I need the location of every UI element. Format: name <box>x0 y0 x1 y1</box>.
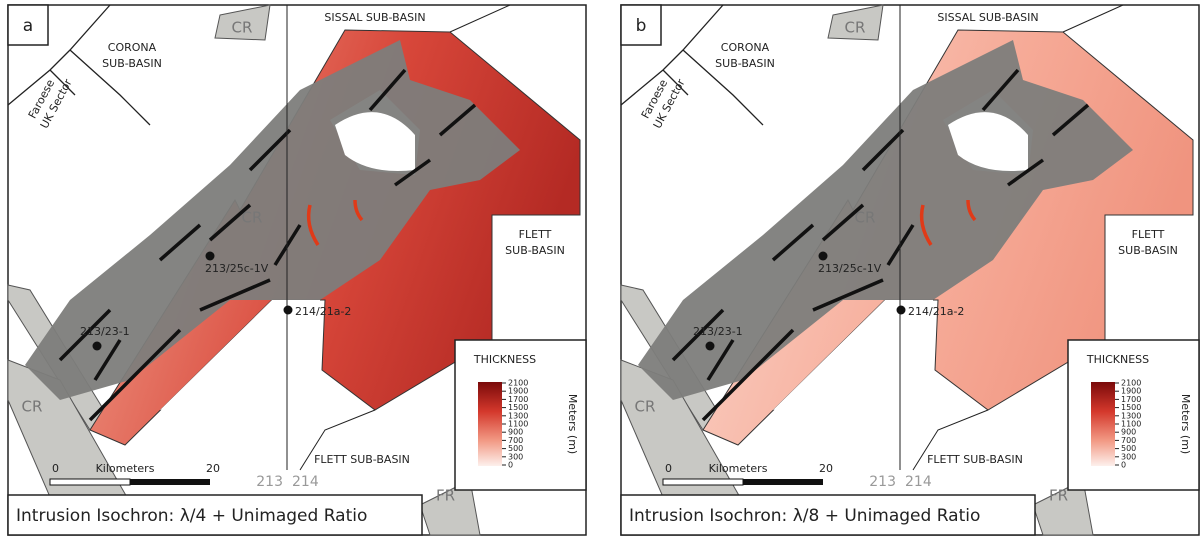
region-label: CORONA <box>721 41 770 54</box>
page: {"panels": [ {"letter": "a", "caption": … <box>0 0 1201 540</box>
well-label: 213/25c-1V <box>818 262 882 275</box>
region-label: SUB-BASIN <box>102 57 162 70</box>
region-label: FLETT <box>1132 228 1165 241</box>
scale-label: 0 <box>52 462 59 475</box>
legend-tick-label: 0 <box>1121 461 1126 470</box>
panel-letter: b <box>636 16 647 36</box>
fr-label: FR <box>436 487 455 505</box>
scale-label: Kilometers <box>709 462 768 475</box>
well <box>897 306 906 315</box>
panel-letter: a <box>23 16 33 36</box>
cr-label: CR <box>845 19 866 37</box>
region-label: SUB-BASIN <box>505 244 565 257</box>
scale-label: 20 <box>819 462 833 475</box>
panel-caption: Intrusion Isochron: λ/4 + Unimaged Ratio <box>16 506 367 526</box>
well <box>284 306 293 315</box>
well-label: 214/21a-2 <box>295 305 351 318</box>
scale-bar <box>743 479 823 485</box>
quad-label: 214 <box>905 474 932 490</box>
region-label: SISSAL SUB-BASIN <box>324 11 425 24</box>
well <box>706 342 715 351</box>
scale-bar <box>663 479 743 485</box>
quad-label: 213 <box>869 474 896 490</box>
figure: a Intrusion Isochron: λ/4 + Unimaged Rati… <box>0 0 1201 540</box>
region-label: SISSAL SUB-BASIN <box>937 11 1038 24</box>
color-ramp <box>478 382 502 466</box>
map-panel: a Intrusion Isochron: λ/4 + Unimaged Rati… <box>8 5 586 535</box>
cr-label: CR <box>232 19 253 37</box>
cr-label: CR <box>855 209 876 227</box>
quad-label: 214 <box>292 474 319 490</box>
region-label: SUB-BASIN <box>1118 244 1178 257</box>
well <box>206 252 215 261</box>
legend-title: THICKNESS <box>1086 353 1149 366</box>
scale-label: Kilometers <box>96 462 155 475</box>
panel-caption: Intrusion Isochron: λ/8 + Unimaged Ratio <box>629 506 980 526</box>
cr-label: CR <box>242 209 263 227</box>
cr-label: CR <box>635 398 656 416</box>
scale-label: 20 <box>206 462 220 475</box>
color-ramp <box>1091 382 1115 466</box>
legend-tick-label: 0 <box>508 461 513 470</box>
legend-unit: Meters (m) <box>566 394 579 454</box>
region-label: FLETT <box>519 228 552 241</box>
quad-label: 213 <box>256 474 283 490</box>
region-label: FLETT SUB-BASIN <box>927 453 1023 466</box>
map-panel: b Intrusion Isochron: λ/8 + Unimaged Rati… <box>621 5 1199 535</box>
fr-label: FR <box>1049 487 1068 505</box>
scale-label: 0 <box>665 462 672 475</box>
well-label: 214/21a-2 <box>908 305 964 318</box>
legend-unit: Meters (m) <box>1179 394 1192 454</box>
well <box>819 252 828 261</box>
legend-title: THICKNESS <box>473 353 536 366</box>
well-label: 213/23-1 <box>693 325 743 338</box>
region-label: CORONA <box>108 41 157 54</box>
well <box>93 342 102 351</box>
cr-label: CR <box>22 398 43 416</box>
scale-bar <box>130 479 210 485</box>
well-label: 213/25c-1V <box>205 262 269 275</box>
well-label: 213/23-1 <box>80 325 130 338</box>
region-label: SUB-BASIN <box>715 57 775 70</box>
scale-bar <box>50 479 130 485</box>
region-label: FLETT SUB-BASIN <box>314 453 410 466</box>
